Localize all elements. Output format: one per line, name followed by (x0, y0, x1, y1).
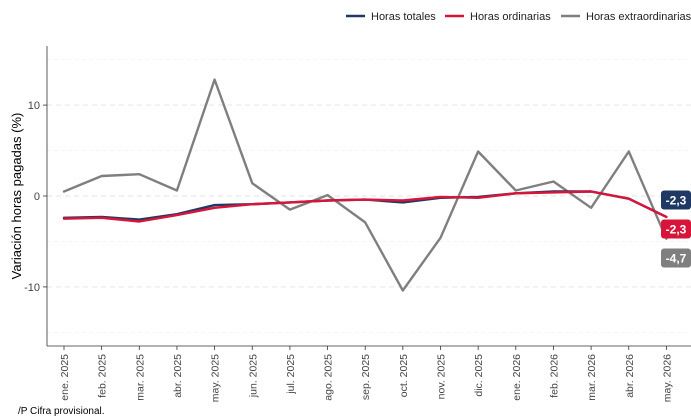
y-tick-label: 10 (28, 100, 40, 112)
legend-label: Horas ordinarias (470, 11, 551, 23)
x-tick-label: jul. 2025 (285, 354, 297, 395)
series-line-2 (62, 78, 668, 292)
end-label-box (661, 219, 691, 239)
x-tick-label: mar. 2026 (586, 354, 598, 401)
x-tick-label: jun. 2025 (247, 354, 259, 398)
x-tick-label: ene. 2026 (511, 354, 523, 401)
end-labels: -2,3 -2,3 -4,7 (661, 190, 691, 268)
footnote: /P Cifra provisional. (18, 406, 105, 417)
series-line-1 (62, 190, 668, 223)
y-tick-label: 0 (34, 191, 40, 203)
x-tick-label: feb. 2025 (97, 354, 109, 398)
x-tick-label: may. 2026 (661, 354, 673, 402)
x-ticks: ene. 2025 feb. 2025 mar. 2025 abr. 2025 may.… (59, 346, 673, 402)
x-tick-label: abr. 2025 (172, 354, 184, 398)
end-label: -4,7 (666, 252, 687, 266)
x-tick-label: sep. 2025 (360, 354, 372, 400)
legend-label: Horas totales (371, 11, 436, 23)
end-label: -2,3 (666, 194, 687, 208)
end-label-box (661, 248, 691, 268)
y-axis-label: Variación horas pagadas (%) (9, 113, 24, 280)
y-tick-label: -10 (24, 282, 40, 294)
x-tick-label: may. 2025 (210, 354, 222, 402)
end-label-box (661, 190, 691, 210)
x-tick-label: oct. 2025 (398, 354, 410, 397)
y-ticks: -10 0 10 (24, 100, 47, 294)
x-tick-label: ene. 2025 (59, 354, 71, 401)
legend: Horas totales Horas ordinarias Horas extra… (346, 11, 691, 23)
x-tick-label: abr. 2026 (624, 354, 636, 398)
grid-lines (47, 59, 691, 333)
series-lines (62, 78, 668, 292)
x-tick-label: ago. 2025 (323, 354, 335, 401)
end-label: -2,3 (666, 223, 687, 237)
x-tick-label: mar. 2025 (134, 354, 146, 401)
x-tick-label: feb. 2026 (548, 354, 560, 398)
legend-label: Horas extraordinarias (586, 11, 691, 23)
x-tick-label: dic. 2025 (473, 354, 485, 397)
x-tick-label: nov. 2025 (436, 354, 448, 400)
